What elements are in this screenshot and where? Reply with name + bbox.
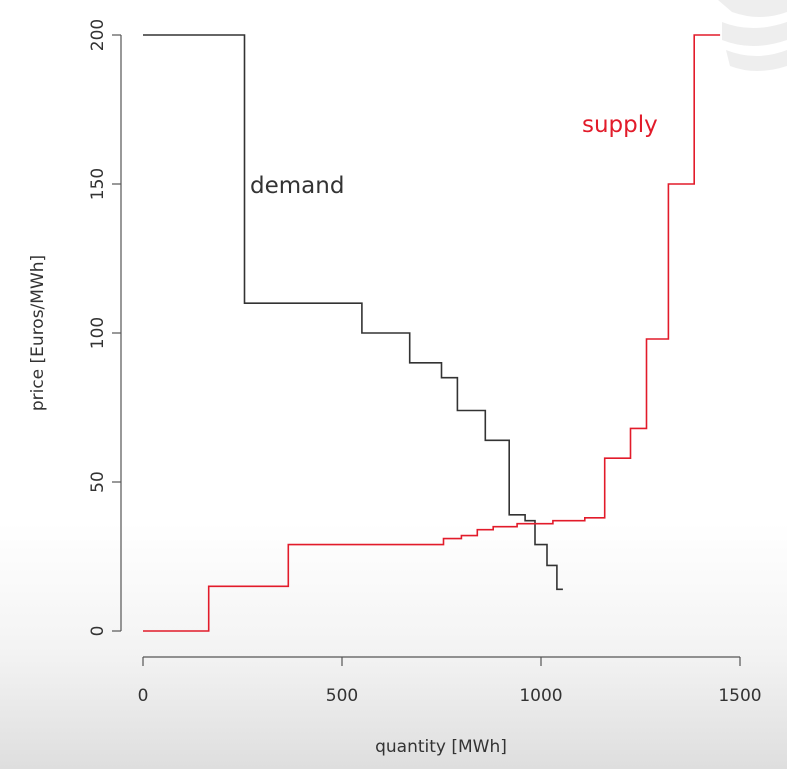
supply-series-line bbox=[143, 34, 721, 632]
corner-decoration bbox=[718, 0, 787, 71]
y-tick-label-150: 150 bbox=[88, 168, 108, 200]
x-tick-label-500: 500 bbox=[326, 686, 358, 706]
labels-layer: demand supply bbox=[250, 112, 658, 199]
x-tick-label-0: 0 bbox=[138, 686, 149, 706]
x-axis-title: quantity [MWh] bbox=[375, 737, 507, 757]
y-tick-label-100: 100 bbox=[88, 317, 108, 349]
supply-label: supply bbox=[582, 112, 658, 138]
axes: 0 50 100 150 200 0 500 1000 1500 quantity [MWh] pr… bbox=[28, 19, 762, 757]
y-tick-label-0: 0 bbox=[88, 626, 108, 637]
x-tick-label-1000: 1000 bbox=[519, 686, 562, 706]
x-tick-label-1500: 1500 bbox=[718, 686, 761, 706]
y-tick-label-200: 200 bbox=[88, 19, 108, 51]
demand-series-line bbox=[143, 34, 563, 591]
demand-label: demand bbox=[250, 173, 344, 199]
y-tick-label-50: 50 bbox=[88, 471, 108, 493]
y-axis-title: price [Euros/MWh] bbox=[28, 255, 48, 411]
series-layer bbox=[143, 34, 721, 632]
